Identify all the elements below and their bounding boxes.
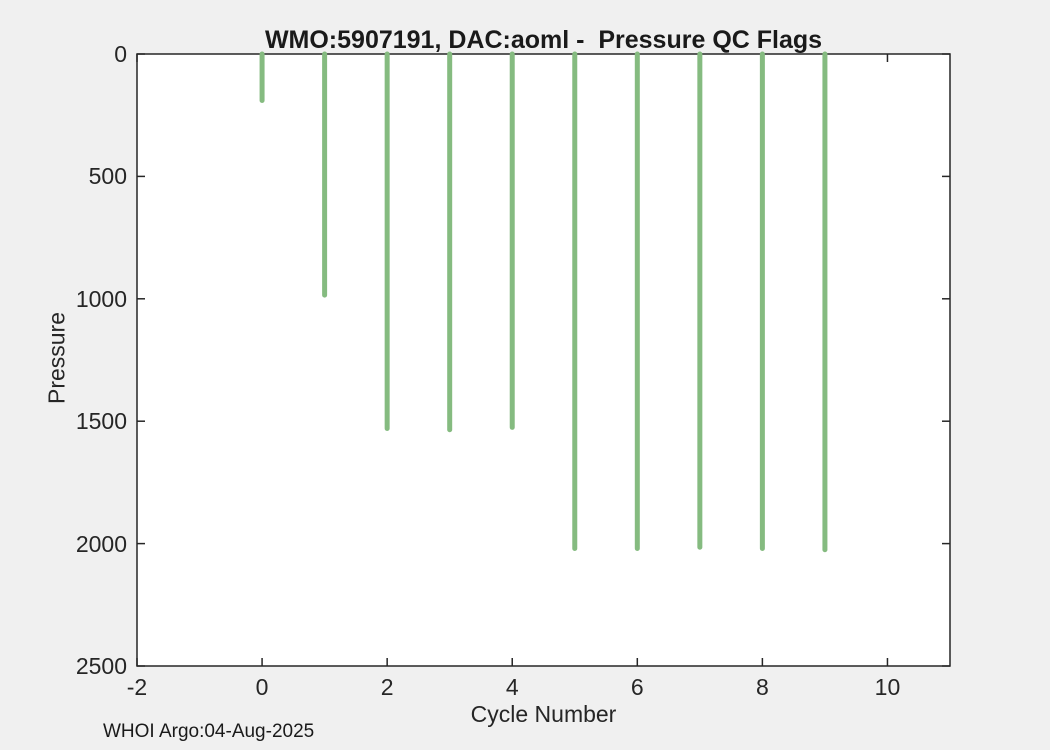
x-tick-label: -2 xyxy=(126,674,148,700)
y-tick-label: 500 xyxy=(88,163,127,190)
x-tick-label: 6 xyxy=(630,674,644,700)
axes-box xyxy=(136,53,951,667)
x-tick-label: 2 xyxy=(380,674,394,700)
x-tick-label: 0 xyxy=(255,674,269,700)
y-tick-label: 2000 xyxy=(75,530,127,557)
y-axis-label: Pressure xyxy=(43,311,70,405)
footer-stamp: WHOI Argo:04-Aug-2025 xyxy=(103,721,315,742)
y-tick-label: 0 xyxy=(114,41,127,67)
y-tick-label: 1000 xyxy=(75,285,127,312)
y-tick-label: 2500 xyxy=(75,653,127,679)
y-tick-label: 1500 xyxy=(75,408,127,435)
x-axis-label: Cycle Number xyxy=(470,701,617,727)
x-tick-label: 8 xyxy=(755,674,769,700)
chart-title: WMO:5907191, DAC:aoml - Pressure QC Flag… xyxy=(264,26,823,54)
x-tick-label: 4 xyxy=(505,674,519,700)
x-tick-label: 10 xyxy=(874,674,901,700)
